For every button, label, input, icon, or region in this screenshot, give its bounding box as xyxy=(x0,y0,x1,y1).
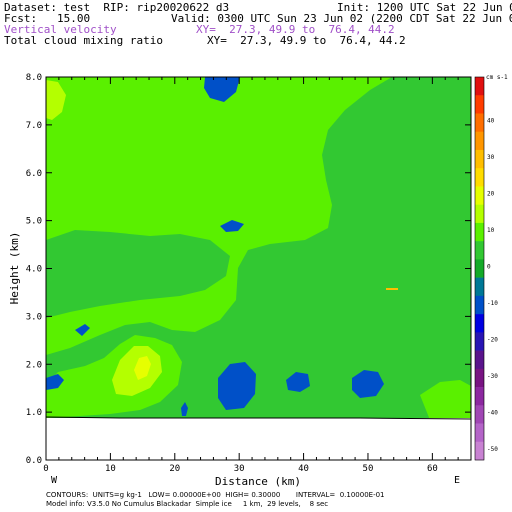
west-label: W xyxy=(51,475,58,486)
colorbar-swatch xyxy=(475,186,484,205)
colorbar-swatch xyxy=(475,259,484,278)
colorbar-label: -40 xyxy=(487,409,498,416)
colorbar-swatch xyxy=(475,314,484,333)
colorbar-swatch xyxy=(475,113,484,133)
x-tick-label: 0 xyxy=(43,464,48,474)
colorbar-swatch xyxy=(475,168,484,187)
valid-time: Valid: 0300 UTC Sun 23 Jun 02 (2200 CDT … xyxy=(171,12,512,25)
core-mid xyxy=(218,362,256,410)
colorbar-swatch xyxy=(475,77,484,96)
x-axis-label: Distance (km) xyxy=(215,475,301,488)
y-tick-label: 0.0 xyxy=(26,456,42,466)
contours-info: CONTOURS: UNITS=g kg-1 LOW= 0.00000E+00 … xyxy=(46,491,385,499)
colorbar-label: 40 xyxy=(487,118,495,125)
contour-fill xyxy=(46,77,471,460)
colorbar-swatch xyxy=(475,423,484,443)
colorbar-units: cm s-1 xyxy=(486,74,508,81)
colorbar-swatch xyxy=(475,441,484,461)
field1-xy: XY= 27.3, 49.9 to 76.4, 44.2 xyxy=(196,23,395,36)
core-left-small xyxy=(75,324,90,336)
colorbar-label: 10 xyxy=(487,227,495,234)
y-tick-label: 6.0 xyxy=(26,169,42,179)
colorbar-swatch xyxy=(475,149,484,169)
colorbar-swatch xyxy=(475,295,484,315)
y-tick-label: 8.0 xyxy=(26,73,42,83)
y-axis-label: Height (km) xyxy=(8,232,21,305)
core-left xyxy=(46,374,64,390)
colorbar-swatch xyxy=(475,277,484,297)
colorbar-swatch xyxy=(475,95,484,114)
y-tick-label: 7.0 xyxy=(26,121,42,131)
east-label: E xyxy=(454,475,460,486)
colorbar-label: 20 xyxy=(487,191,495,198)
colorbar-swatch xyxy=(475,368,484,388)
field2-xy: XY= 27.3, 49.9 to 76.4, 44.2 xyxy=(207,34,406,47)
y-tick-label: 2.0 xyxy=(26,360,42,370)
field1-name: Vertical velocity xyxy=(4,23,117,36)
field2-name: Total cloud mixing ratio xyxy=(4,34,163,47)
terrain-line xyxy=(46,416,471,420)
core-right xyxy=(352,370,384,398)
colorbar-label: 30 xyxy=(487,154,495,161)
forecast-hour: Fcst: 15.00 xyxy=(4,12,91,25)
y-tick-label: 1.0 xyxy=(26,408,42,418)
colorbar-swatch xyxy=(475,222,484,242)
colorbar-swatch xyxy=(475,241,484,260)
negative-strip-left xyxy=(46,230,230,318)
colorbar-label: 0 xyxy=(487,264,491,271)
init-time: Init: 1200 UTC Sat 22 Jun 02 xyxy=(337,1,512,14)
dataset-label: Dataset: test RIP: rip20020622 d3 xyxy=(4,1,230,14)
x-tick-label: 20 xyxy=(169,464,180,474)
positive-patch-left-top xyxy=(46,80,66,120)
dash-upper-right xyxy=(386,288,398,290)
colorbar: 40 30 20 10 0 -10 -20 -30 -40 -50 xyxy=(474,76,498,461)
x-tick-label: 40 xyxy=(298,464,309,474)
model-info: Model info: V3.5.0 No Cumulus Blackadar … xyxy=(46,500,329,508)
x-tick-label: 30 xyxy=(234,464,245,474)
x-axis: 0 10 20 30 40 50 60 xyxy=(43,77,472,474)
colorbar-label: -20 xyxy=(487,336,498,343)
colorbar-swatch xyxy=(475,204,484,224)
x-tick-label: 50 xyxy=(363,464,374,474)
colorbar-swatch xyxy=(475,131,484,151)
bubble-7km xyxy=(128,135,215,192)
colorbar-frame xyxy=(474,76,485,461)
colorbar-swatch xyxy=(475,332,484,351)
colorbar-label: -30 xyxy=(487,373,498,380)
y-tick-label: 4.0 xyxy=(26,265,42,275)
core-top xyxy=(204,77,240,102)
colorbar-swatch xyxy=(475,387,484,406)
peak-core xyxy=(134,356,151,380)
colorbar-swatch xyxy=(475,405,484,424)
terrain-area xyxy=(46,418,471,460)
y-axis: 0.0 1.0 2.0 3.0 4.0 5.0 6.0 7.0 8.0 xyxy=(26,73,471,466)
core-small-2 xyxy=(181,402,188,416)
core-6km xyxy=(220,220,244,232)
negative-region-main xyxy=(46,77,471,420)
x-tick-label: 60 xyxy=(427,464,438,474)
y-tick-label: 3.0 xyxy=(26,312,42,322)
positive-patch-right xyxy=(420,380,471,420)
colorbar-label: -50 xyxy=(487,446,498,453)
colorbar-swatch xyxy=(475,350,484,370)
colorbar-label: -10 xyxy=(487,300,498,307)
core-small-1 xyxy=(286,372,310,392)
y-tick-label: 5.0 xyxy=(26,217,42,227)
x-tick-label: 10 xyxy=(105,464,116,474)
